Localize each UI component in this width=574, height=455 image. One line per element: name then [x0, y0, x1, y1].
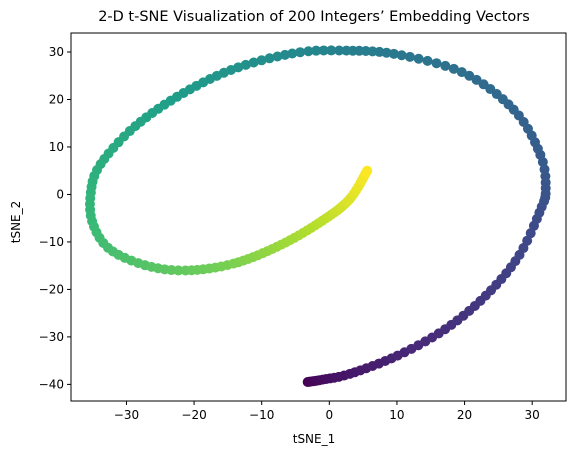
- y-axis-label: tSNE_2: [9, 201, 23, 244]
- scatter-point: [272, 51, 283, 62]
- x-tick-label: 0: [325, 408, 333, 422]
- y-tick-label: −10: [39, 235, 64, 249]
- scatter-point: [334, 45, 345, 56]
- scatter-point: [431, 58, 442, 69]
- scatter-point: [303, 46, 314, 57]
- scatter-point: [518, 243, 529, 254]
- scatter-point: [311, 45, 322, 56]
- y-tick-label: 0: [56, 187, 64, 201]
- axes-frame: [70, 32, 567, 402]
- scatter-point: [413, 53, 424, 64]
- x-tick-label: 10: [389, 408, 404, 422]
- y-tick-label: −20: [39, 282, 64, 296]
- plot-area: [84, 45, 551, 388]
- scatter-point: [522, 235, 533, 246]
- scatter-point: [464, 70, 475, 81]
- scatter-point: [422, 55, 433, 66]
- y-tick-label: 20: [49, 92, 64, 106]
- scatter-point: [396, 50, 407, 61]
- y-tick-label: 30: [49, 45, 64, 59]
- scatter-point: [173, 265, 184, 276]
- y-tick-label: 10: [49, 140, 64, 154]
- scatter-point: [388, 48, 399, 59]
- y-tick-label: −40: [39, 377, 64, 391]
- y-tick-label: −30: [39, 330, 64, 344]
- scatter-point: [362, 165, 373, 176]
- x-axis-ticks: −30 −20 −10 0 10 20 30: [114, 401, 540, 422]
- scatter-point: [404, 51, 415, 62]
- y-axis-ticks: −40 −30 −20 −10 0 10 20 30: [39, 45, 71, 391]
- x-tick-label: 20: [457, 408, 472, 422]
- x-tick-label: −10: [249, 408, 274, 422]
- chart-title: 2-D t-SNE Visualization of 200 Integers’…: [98, 9, 530, 25]
- scatter-point: [256, 55, 267, 66]
- scatter-point: [456, 67, 467, 78]
- scatter-point: [264, 53, 275, 64]
- scatter-point: [248, 57, 259, 68]
- x-tick-label: −20: [181, 408, 206, 422]
- x-tick-label: 30: [525, 408, 540, 422]
- scatter-point: [280, 49, 290, 60]
- scatter-point: [318, 45, 329, 56]
- scatter-point: [295, 47, 306, 58]
- scatter-point: [341, 45, 352, 56]
- x-tick-label: −30: [114, 408, 139, 422]
- scatter-point: [326, 45, 337, 56]
- x-axis-label: tSNE_1: [293, 432, 336, 446]
- scatter-point: [448, 63, 459, 74]
- scatter-point: [440, 60, 451, 71]
- scatter-point: [240, 59, 251, 70]
